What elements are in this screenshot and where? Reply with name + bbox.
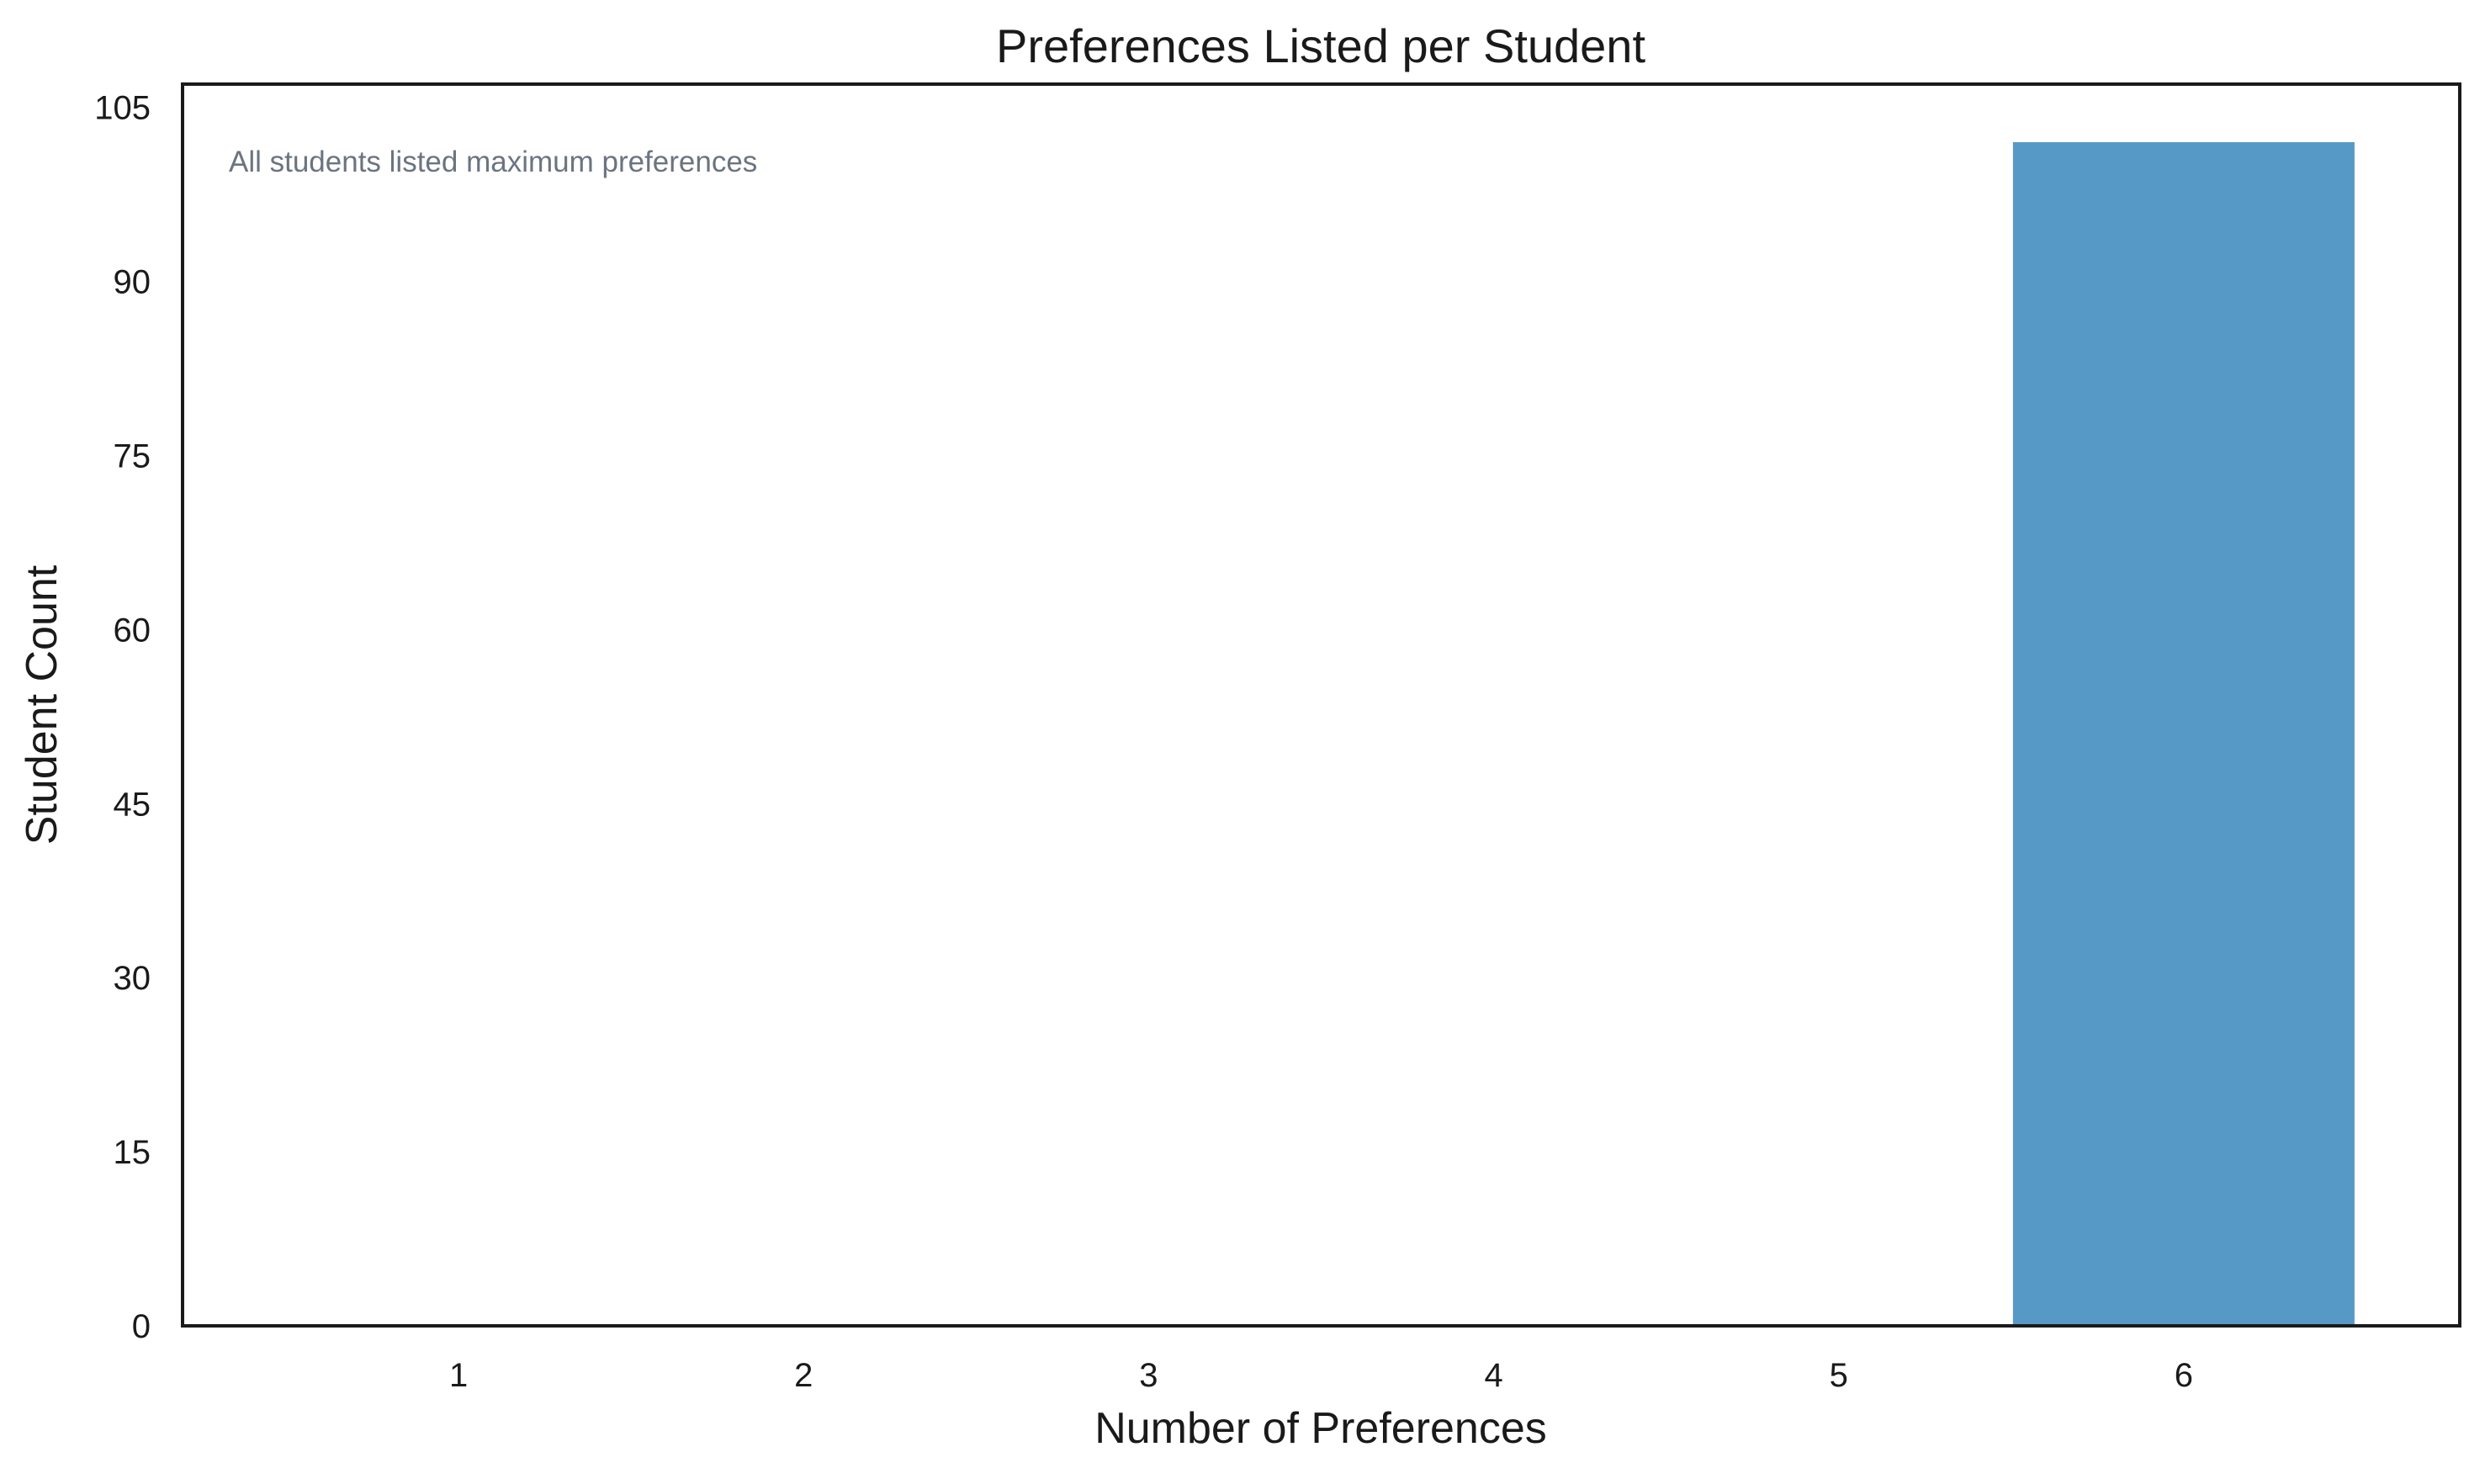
- chart-title: Preferences Listed per Student: [996, 19, 1645, 72]
- y-tick-label-0: 0: [132, 1308, 151, 1345]
- plot-frame: [181, 82, 2461, 1328]
- x-tick-label-1: 1: [449, 1357, 468, 1394]
- y-tick-label-60: 60: [114, 612, 151, 649]
- x-tick-label-2: 2: [794, 1357, 813, 1394]
- y-tick-label-15: 15: [114, 1134, 151, 1171]
- x-tick-label-6: 6: [2175, 1357, 2193, 1394]
- y-tick-label-105: 105: [94, 90, 151, 127]
- y-tick-label-30: 30: [114, 960, 151, 997]
- bars-layer: [2012, 141, 2355, 1327]
- x-tick-label-4: 4: [1484, 1357, 1502, 1394]
- x-axis-label: Number of Preferences: [1094, 1404, 1547, 1453]
- x-tick-label-3: 3: [1139, 1357, 1158, 1394]
- y-axis-label: Student Count: [18, 564, 66, 845]
- chart-annotation: All students listed maximum preferences: [229, 146, 757, 178]
- y-tick-label-75: 75: [114, 437, 151, 474]
- x-tick-label-5: 5: [1830, 1357, 1848, 1394]
- bar-6: [2012, 141, 2355, 1327]
- y-tick-label-90: 90: [114, 264, 151, 301]
- y-tick-label-45: 45: [114, 786, 151, 823]
